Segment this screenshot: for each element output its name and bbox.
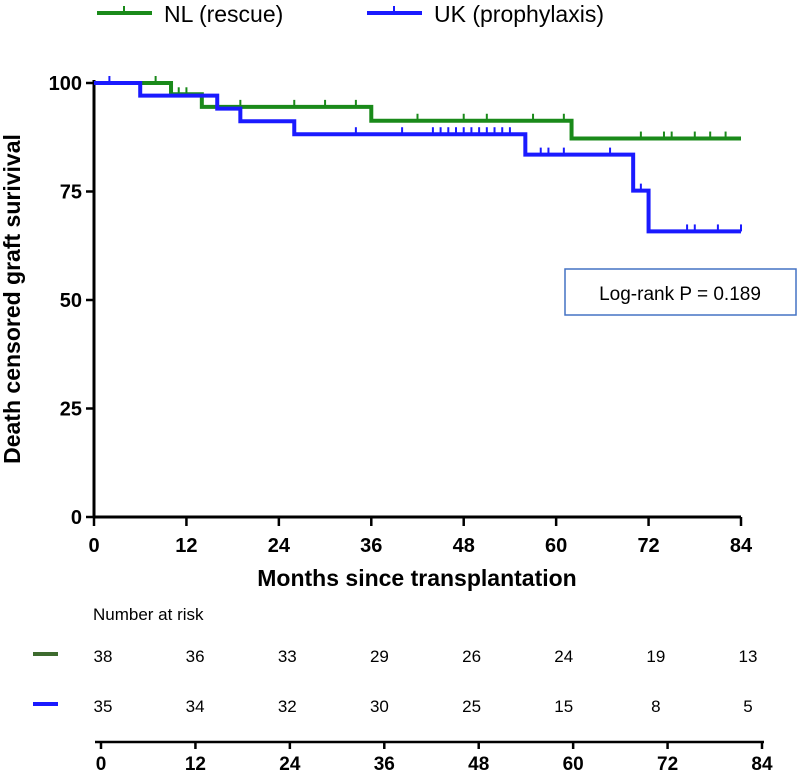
risk-count-0-1: 36 [186,647,205,666]
risk-count-0-0: 38 [94,647,113,666]
risk-tick-label-4: 48 [468,754,489,774]
risk-tick-label-2: 24 [279,754,301,774]
risk-count-0-5: 24 [554,647,573,666]
risk-tick-label-1: 12 [185,754,206,774]
risk-count-1-4: 25 [462,697,481,716]
risk-count-0-7: 13 [739,647,758,666]
risk-count-1-3: 30 [370,697,389,716]
risk-count-0-3: 29 [370,647,389,666]
legend-item-nl: NL (rescue) [97,1,283,27]
x-tick-label-7: 84 [730,535,753,557]
risk-count-0-4: 26 [462,647,481,666]
risk-tick-label-6: 72 [657,754,678,774]
x-tick-label-2: 24 [268,535,291,557]
axes: 0 25 50 75 100 0 12 24 36 48 60 72 84 [49,73,753,557]
x-tick-label-1: 12 [175,535,197,557]
y-tick-label-4: 100 [49,73,82,95]
risk-tick-label-0: 0 [96,754,107,774]
y-tick-label-3: 75 [60,182,82,204]
series-layer [94,76,742,234]
risk-tick-label-3: 36 [374,754,395,774]
risk-count-1-5: 15 [554,697,573,716]
annotation-text: Log-rank P = 0.189 [599,284,761,305]
series-line-1 [94,81,741,234]
x-ticks: 0 12 24 36 48 60 72 84 [88,517,753,557]
risk-count-0-2: 33 [278,647,297,666]
legend-item-uk: UK (prophylaxis) [367,1,604,27]
x-tick-label-0: 0 [88,535,99,557]
x-axis-label: Months since transplantation [257,565,576,591]
x-tick-label-5: 60 [545,535,567,557]
y-tick-label-0: 0 [71,507,82,529]
series-line-0 [94,81,741,141]
risk-count-0-6: 19 [646,647,665,666]
x-tick-label-6: 72 [637,535,659,557]
risk-rows: 38 36 33 29 26 24 19 13 35 34 32 30 25 15 8 5 [33,647,757,716]
risk-table-title: Number at risk [93,605,204,624]
x-tick-label-3: 36 [360,535,382,557]
risk-count-1-2: 32 [278,697,297,716]
risk-count-1-1: 34 [186,697,205,716]
logrank-annotation: Log-rank P = 0.189 [564,268,797,316]
x-tick-label-4: 48 [453,535,475,557]
legend-label-nl: NL (rescue) [164,1,283,27]
annotation-box [564,268,797,316]
risk-count-1-6: 8 [651,697,660,716]
risk-count-1-7: 5 [743,697,752,716]
risk-table: Number at risk 38 36 33 29 26 24 19 13 35 34 32 30 2… [33,605,773,774]
risk-ticks: 0 12 24 36 48 60 72 84 [96,742,773,774]
y-axis-label: Death censored graft surivival [0,134,25,464]
y-tick-label-1: 25 [60,399,82,421]
risk-tick-label-7: 84 [751,754,773,774]
risk-tick-label-5: 60 [563,754,584,774]
legend-label-uk: UK (prophylaxis) [434,1,604,27]
y-tick-label-2: 50 [60,290,82,312]
y-ticks: 0 25 50 75 100 [49,73,94,529]
legend: NL (rescue) UK (prophylaxis) [97,1,604,27]
risk-count-1-0: 35 [94,697,113,716]
